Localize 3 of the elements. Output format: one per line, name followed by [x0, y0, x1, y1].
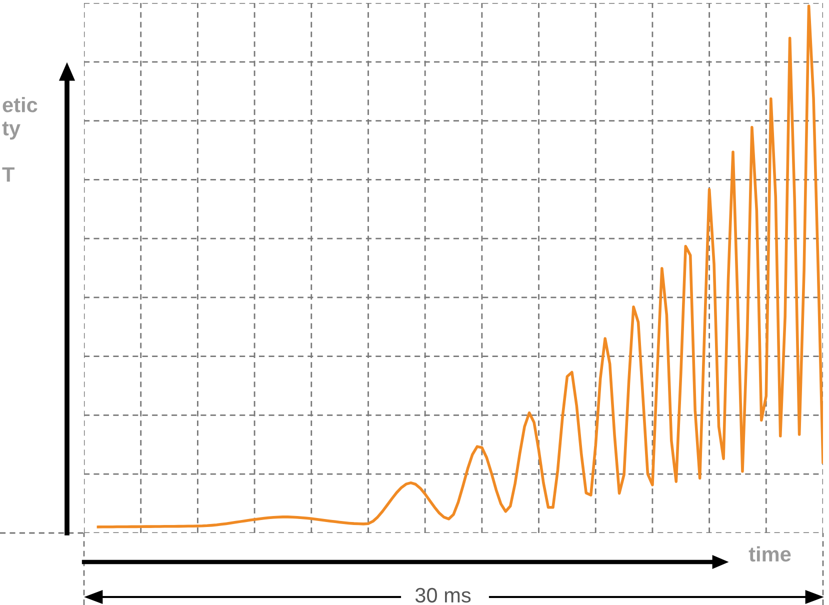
x-axis-title: time [748, 546, 791, 562]
text: etic ty T [2, 97, 38, 182]
text: 30 ms [415, 588, 471, 603]
